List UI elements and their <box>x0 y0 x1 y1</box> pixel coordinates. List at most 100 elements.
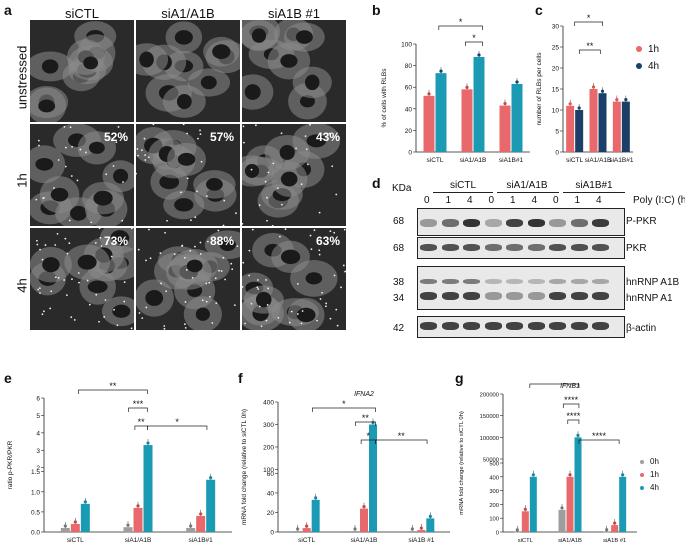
granule <box>99 236 102 239</box>
granule <box>110 255 113 258</box>
y-tick-label: 10 <box>552 108 560 115</box>
bar-4h-2 <box>511 83 523 152</box>
sig-bracket <box>578 49 601 54</box>
granule <box>248 249 251 252</box>
granule <box>63 125 66 128</box>
granule <box>121 219 124 222</box>
blot-band <box>592 322 609 330</box>
y-tick-label: 0 <box>408 150 412 157</box>
blot-band <box>420 292 437 300</box>
granule <box>222 224 225 226</box>
y-tick-label: 80 <box>405 63 413 70</box>
cell-nucleus <box>70 205 88 221</box>
blot-band <box>592 279 609 284</box>
blot-band <box>549 219 566 227</box>
granule <box>122 133 125 136</box>
granule <box>301 310 304 312</box>
granule <box>164 231 166 234</box>
marker-42: 42 <box>393 323 405 334</box>
data-point <box>419 526 423 530</box>
sig-bracket <box>562 403 580 408</box>
y-tick-label: 1.5 <box>31 469 40 476</box>
granule <box>36 243 39 246</box>
y-tick-label: 20 <box>405 128 413 135</box>
blot-band <box>441 292 459 300</box>
data-point <box>568 102 572 106</box>
data-point <box>189 524 193 528</box>
data-point <box>209 476 213 480</box>
data-point <box>613 521 617 525</box>
granule <box>272 162 275 165</box>
sig-label: ** <box>109 381 117 391</box>
cell-nucleus <box>50 187 69 202</box>
data-point <box>576 433 580 437</box>
granule <box>163 325 166 327</box>
granule <box>199 241 202 244</box>
blot-band <box>506 292 523 300</box>
data-point <box>560 506 564 510</box>
row-title-unstressed: unstressed <box>14 45 30 110</box>
granule <box>149 257 152 260</box>
blot-band <box>570 244 588 251</box>
marker-34: 34 <box>393 293 405 304</box>
panel-letter-b: b <box>372 2 381 18</box>
y-axis-label: mRNA fold change (relative to siCTL 0h) <box>459 411 465 515</box>
y-tick-label: 300 <box>489 489 499 495</box>
micrograph-1-2: 43% <box>242 124 346 226</box>
cell-nucleus <box>186 259 203 273</box>
granule <box>88 303 91 306</box>
y-tick-label: 6 <box>36 396 40 403</box>
cell-nucleus <box>280 54 298 68</box>
bar-4h-0 <box>311 499 320 532</box>
x-tick-label: siA1/A1B <box>460 157 487 164</box>
granule <box>218 269 220 272</box>
sig-bracket <box>438 25 483 30</box>
blot-band <box>527 244 545 251</box>
granule <box>70 175 73 177</box>
granule <box>288 321 291 324</box>
granule <box>319 298 322 300</box>
lane-label: 0 <box>424 195 430 206</box>
lane-label: 1 <box>574 195 581 206</box>
data-point <box>600 89 605 93</box>
y-axis-label: number of RLBs per cells <box>536 52 543 126</box>
granule <box>197 137 199 140</box>
data-point <box>296 527 300 531</box>
granule <box>223 199 226 202</box>
percent-label: 52% <box>103 130 128 144</box>
y-tick-label: 400 <box>489 475 499 481</box>
x-tick-label: siCTL <box>518 538 534 544</box>
granule <box>236 245 239 248</box>
col-title-sia1b: siA1B #1 <box>267 6 321 21</box>
granule <box>70 316 73 319</box>
cell-nucleus <box>251 28 267 43</box>
lane-label: 0 <box>553 195 559 206</box>
granule <box>206 240 209 243</box>
bar-0h-1 <box>351 531 359 532</box>
granule <box>205 300 208 303</box>
lane-label: 4 <box>596 195 602 206</box>
lane-label: 1 <box>510 195 516 206</box>
blot-band <box>463 292 480 300</box>
granule <box>57 276 60 279</box>
sig-bracket <box>578 439 620 444</box>
micrograph-0-2 <box>242 20 346 122</box>
granule <box>117 126 120 128</box>
granule <box>200 160 203 163</box>
micrograph-2-2: 63% <box>242 228 346 330</box>
legend-g-dot-4h <box>640 486 644 490</box>
sig-label: **** <box>564 395 579 405</box>
blot-group-sia1a1b: siA1/A1B <box>506 180 548 191</box>
blot-band <box>506 279 523 284</box>
granule <box>122 181 124 183</box>
micrograph-cells <box>30 124 134 226</box>
sig-bracket <box>355 421 376 426</box>
granule <box>113 308 115 311</box>
cell-nucleus <box>87 280 108 294</box>
protein-pkr: PKR <box>626 243 647 254</box>
granule <box>103 316 106 318</box>
data-point <box>605 528 609 532</box>
legend-c: 1h 4h <box>636 44 659 72</box>
granule <box>141 317 144 320</box>
percent-label: 73% <box>103 234 128 248</box>
